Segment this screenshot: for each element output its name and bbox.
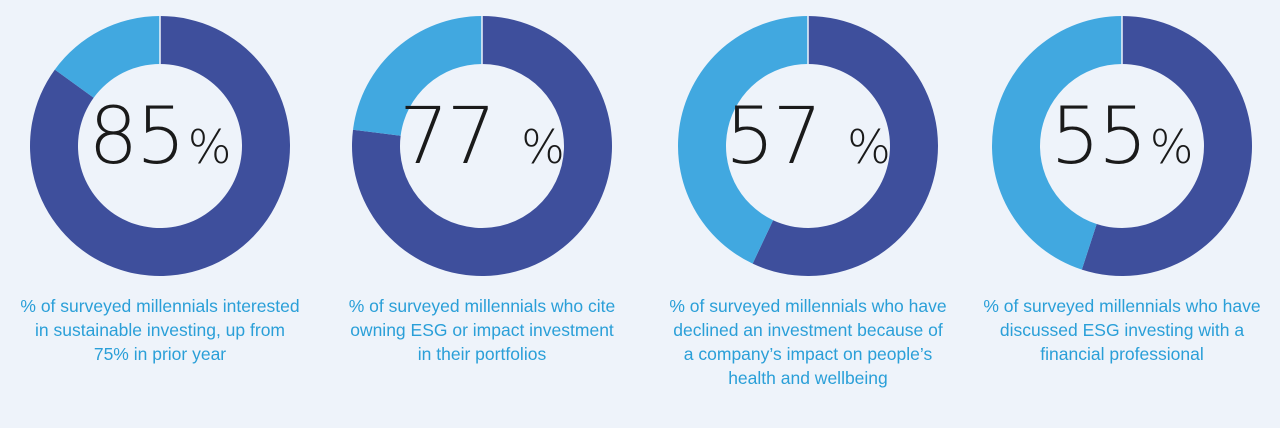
donut-chart-4: 55% % of surveyed millennials who have d… [962, 0, 1280, 428]
caption: % of surveyed millennials who have decli… [669, 296, 947, 388]
caption: % of surveyed millennials interested in … [20, 296, 300, 364]
donut-chart-1: 85% % of surveyed millennials interested… [0, 0, 320, 428]
big-number: 77 % [322, 98, 642, 176]
donut-slice-remainder [353, 16, 482, 136]
big-number-value: 55 [1050, 92, 1148, 182]
percent-sign: % [847, 120, 891, 174]
donut-slice-value [29, 16, 290, 276]
big-number: 85% [0, 98, 320, 176]
percent-sign: % [1149, 120, 1194, 174]
caption: % of surveyed millennials who cite ownin… [348, 296, 616, 364]
donut-slice-remainder [992, 16, 1122, 270]
percent-sign: % [521, 120, 565, 174]
donut-slice-value [752, 16, 938, 277]
donut-svg [678, 16, 938, 277]
donut-slice-value [1081, 16, 1252, 276]
caption: % of surveyed millennials who have discu… [983, 296, 1261, 364]
donut-chart-3: 57 % % of surveyed millennials who have … [648, 0, 968, 428]
big-number-value: 57 [725, 92, 822, 182]
donut-slice-remainder [678, 16, 808, 264]
big-number: 57 % [648, 98, 968, 176]
donut-slice-remainder [54, 16, 160, 98]
donut-svg [29, 16, 290, 276]
donut-svg [992, 16, 1252, 276]
donut-slice-value [352, 16, 612, 276]
big-number-value: 85 [88, 92, 186, 182]
percent-sign: % [187, 120, 232, 174]
big-number: 55% [962, 98, 1280, 176]
donut-svg [352, 16, 612, 276]
big-number-value: 77 [399, 92, 496, 182]
donut-chart-2: 77 % % of surveyed millennials who cite … [322, 0, 642, 428]
